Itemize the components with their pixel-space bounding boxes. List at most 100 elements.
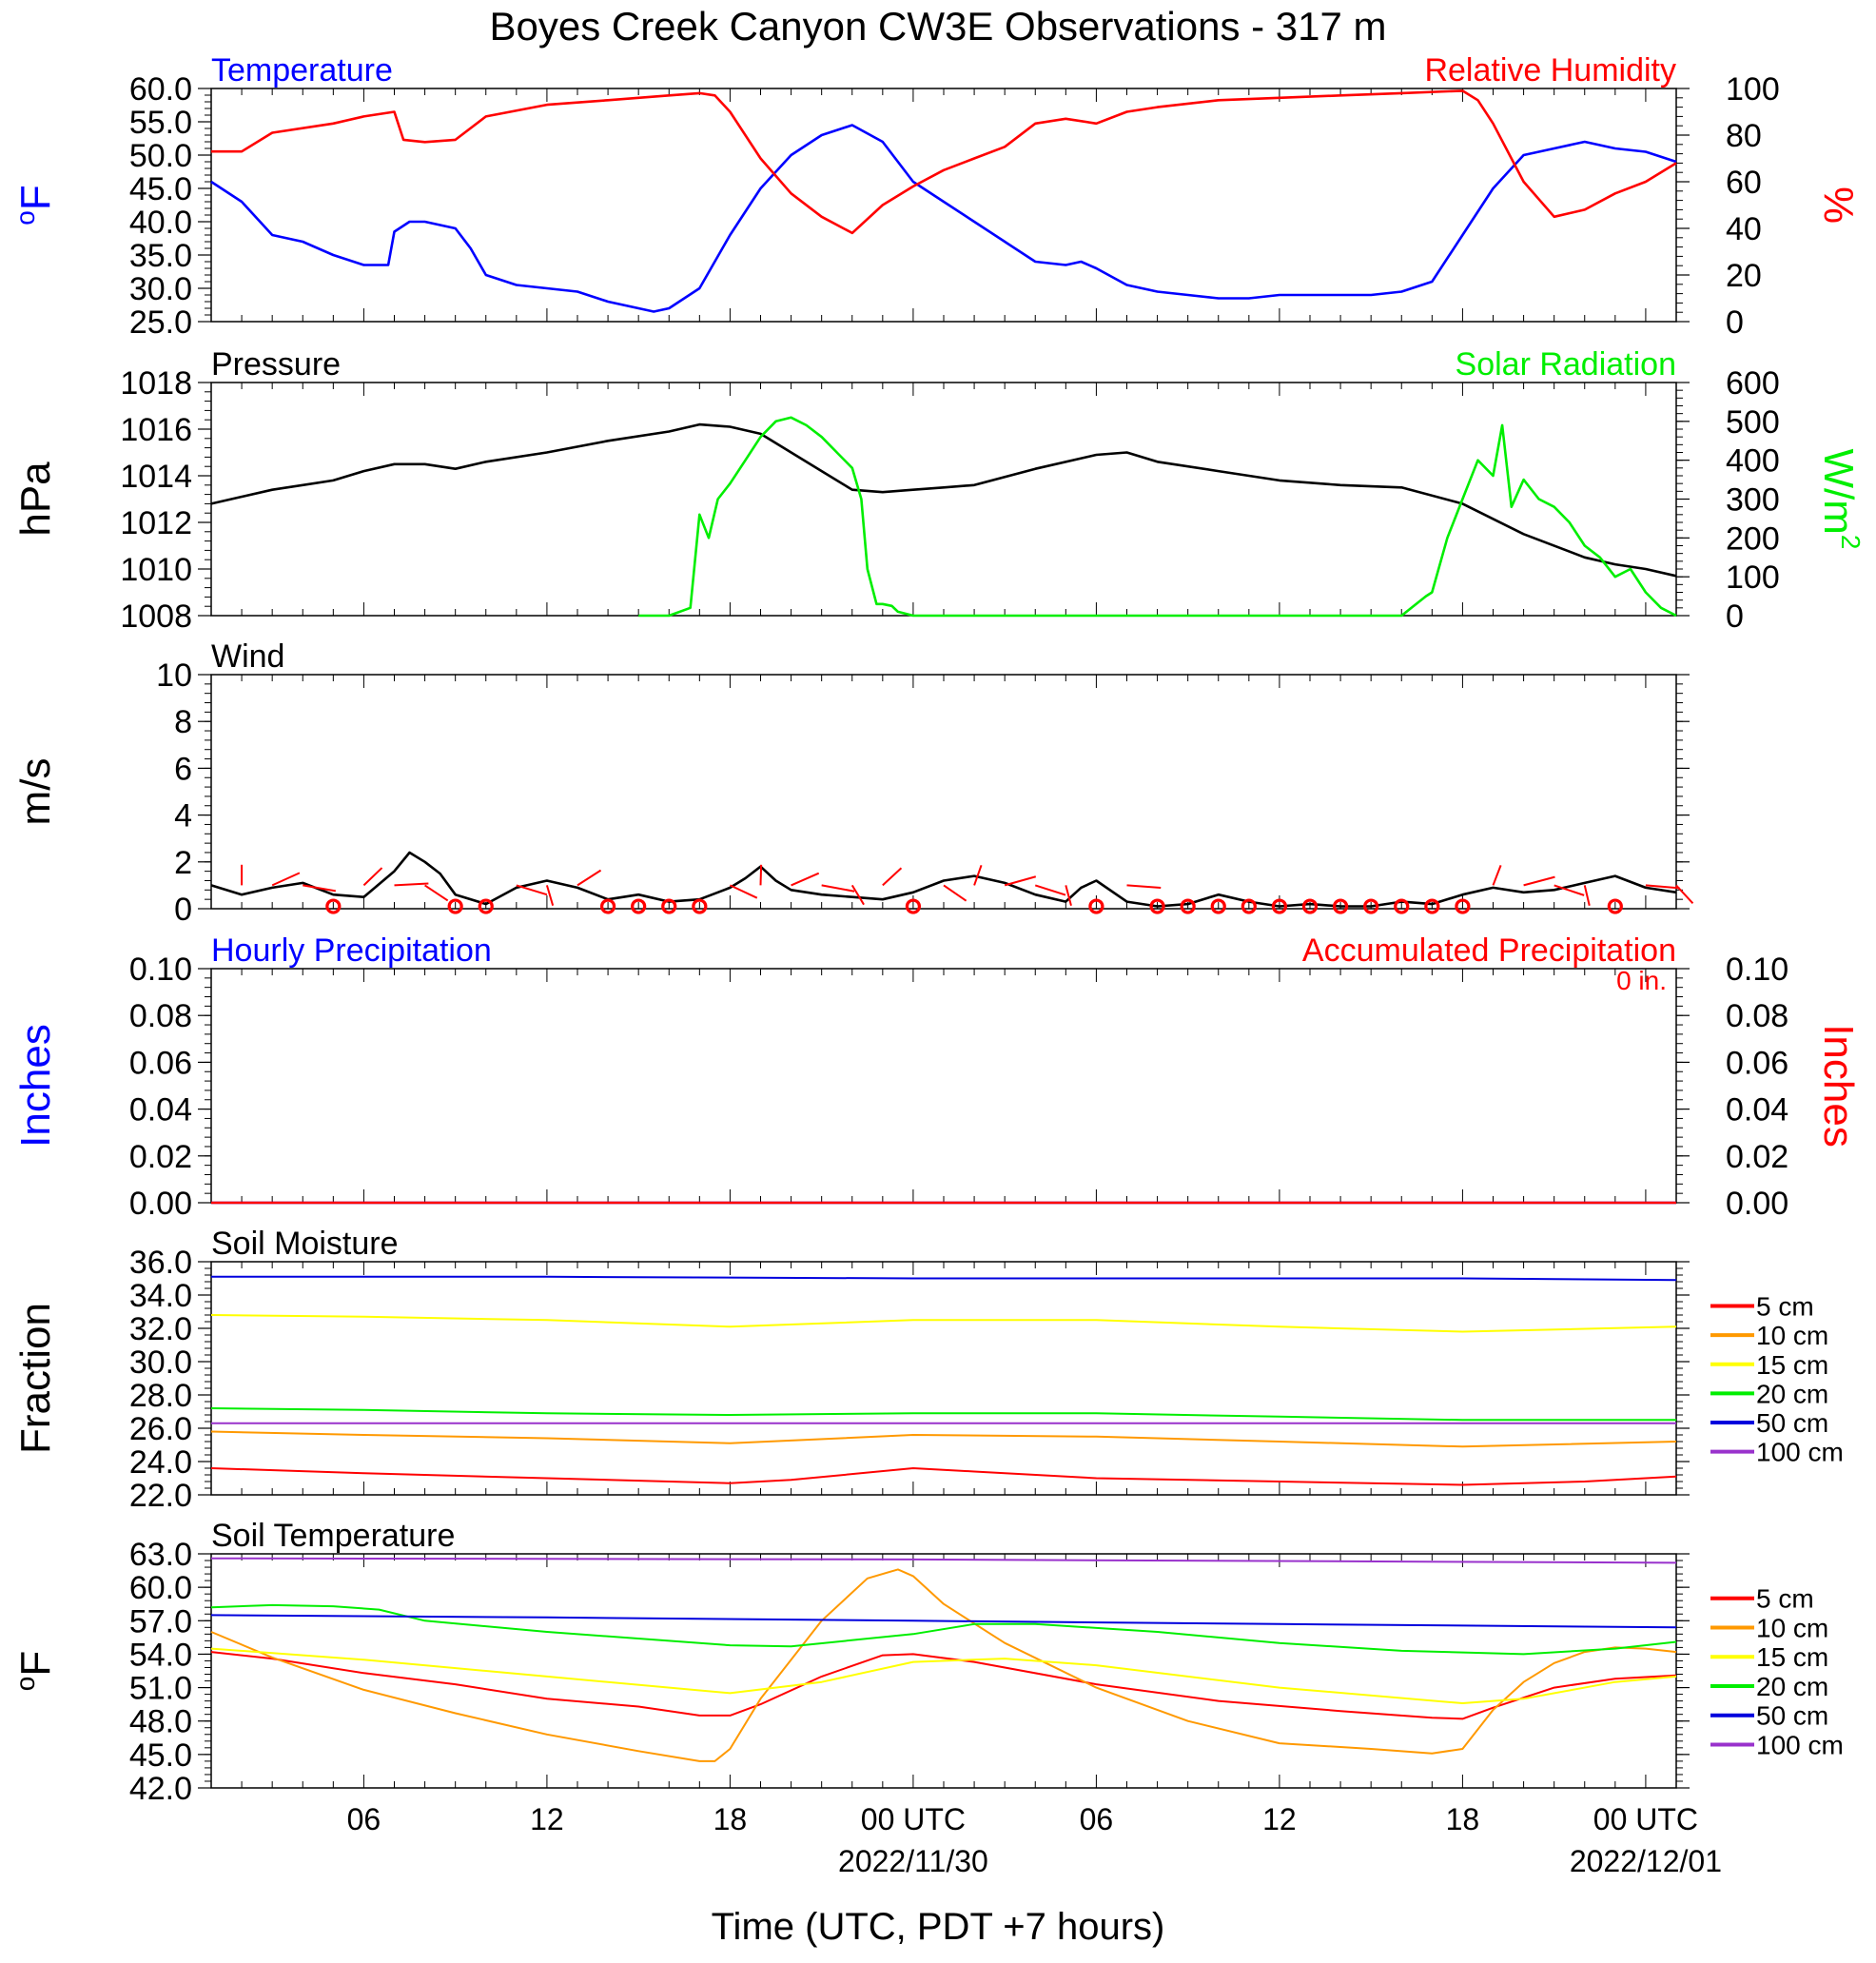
series-line-pressure [210,422,1677,578]
y-left-tick-label: 35.0 [129,238,192,274]
y-left-tick-label: 45.0 [129,1737,192,1774]
calm-wind-marker [1301,898,1319,914]
y-left-tick-label: 60.0 [129,71,192,108]
wind-barb [882,867,903,887]
panel-right-title: Accumulated Precipitation [1302,932,1676,969]
calm-wind-marker [631,898,647,914]
calm-wind-marker [447,898,463,914]
series-line-depth_100 [210,1557,1677,1564]
legend-label: 5 cm [1756,1292,1814,1322]
x-tick-label: 06 [1080,1802,1114,1836]
y-left-tick-label: 32.0 [129,1311,192,1347]
series-line-depth_5 [210,1467,1677,1486]
panel-wind: m/s [12,674,1694,914]
wind-barb [1675,884,1694,904]
x-tick-label: 18 [1446,1802,1480,1836]
y-left-tick-label: 0.02 [129,1139,192,1175]
legend-label: 20 cm [1756,1379,1828,1408]
legend-label: 15 cm [1756,1350,1828,1380]
x-date-label: 2022/11/30 [838,1844,988,1878]
legend-label: 15 cm [1756,1642,1828,1672]
calm-wind-marker [1210,898,1226,914]
series-line-depth_50 [210,1614,1677,1629]
calm-wind-marker [1180,898,1196,914]
wind-barb [271,872,301,887]
calm-wind-marker [661,898,677,914]
wind-barb [850,884,865,906]
series-line-depth_20 [210,1603,1677,1656]
calm-wind-marker [325,898,342,914]
wind-barb [821,884,855,893]
y-left-tick-label: 34.0 [129,1278,192,1314]
y-left-tick-label: 63.0 [129,1537,192,1573]
y-right-tick-label: 0 [1726,304,1744,341]
y-left-tick-label: 55.0 [129,105,192,141]
wind-barb [1523,875,1555,887]
calm-wind-marker [1363,898,1379,914]
wind-barb [973,864,983,886]
series-line-depth_5 [210,1651,1677,1720]
y-left-tick-label: 24.0 [129,1444,192,1481]
wind-barb [362,867,383,887]
y-left-tick-label: 22.0 [129,1478,192,1514]
y-left-axis-label: oF [10,1651,59,1691]
y-left-tick-label: 1016 [120,412,192,448]
y-right-tick-label: 0.10 [1726,952,1788,988]
series-line-depth_10 [210,1568,1677,1762]
y-right-tick-label: 100 [1726,71,1780,108]
y-left-tick-label: 40.0 [129,205,192,241]
y-right-tick-label: 0.06 [1726,1045,1788,1081]
legend-label: 50 cm [1756,1701,1828,1731]
y-left-axis-label: m/s [12,758,59,826]
calm-wind-marker [1241,898,1257,914]
wind-barb [1554,884,1585,896]
y-left-tick-label: 30.0 [129,1345,192,1381]
y-right-tick-label: 0 [1726,599,1744,635]
series-line-depth_15 [210,1647,1677,1704]
unit-exponent: 2 [1836,535,1866,550]
y-left-tick-label: 0.06 [129,1045,192,1081]
y-left-tick-label: 0.08 [129,998,192,1034]
panel-left-title: Temperature [211,52,393,88]
y-right-axis-label: W/m2 [1815,449,1866,550]
calm-wind-marker [1607,898,1623,914]
legend-label: 20 cm [1756,1672,1828,1701]
x-date-label: 2022/12/01 [1570,1844,1722,1878]
y-left-tick-label: 0.04 [129,1092,192,1129]
legend-label: 100 cm [1756,1438,1844,1467]
panel-left-title: Wind [211,638,284,675]
y-right-tick-label: 40 [1726,211,1762,247]
wind-barb [791,872,820,887]
y-left-tick-label: 1010 [120,552,192,588]
y-right-tick-label: 200 [1726,520,1780,557]
wind-barb [943,884,967,902]
x-tick-label: 00 UTC [1593,1802,1698,1836]
y-right-tick-label: 20 [1726,258,1762,294]
calm-wind-marker [1088,898,1104,914]
x-tick-label: 06 [347,1802,381,1836]
y-right-tick-label: 600 [1726,365,1780,402]
series-line-humidity [211,89,1677,235]
wind-barb [1065,885,1072,906]
unit-letter: F [12,1651,59,1677]
x-tick-label: 12 [1262,1802,1297,1836]
y-left-tick-label: 1008 [120,599,192,635]
panel-precipitation: Inches Inches [12,968,1862,1205]
y-left-axis-label: Fraction [12,1303,59,1454]
panel-right-title: Relative Humidity [1424,52,1676,88]
wind-barb [1126,884,1162,890]
calm-wind-marker [599,898,616,914]
y-left-tick-label: 4 [174,798,192,834]
x-tick-label: 12 [530,1802,564,1836]
y-left-tick-label: 0.00 [129,1186,192,1222]
x-tick-label: 18 [713,1802,748,1836]
wind-barb [729,884,758,899]
legend-label: 10 cm [1756,1613,1828,1642]
y-left-axis-label: oF [10,185,59,225]
y-left-tick-label: 51.0 [129,1671,192,1707]
y-left-tick-label: 54.0 [129,1637,192,1673]
panel-left-title: Pressure [211,346,341,383]
panel-left-title: Soil Temperature [211,1518,455,1554]
panel-pressure-solar: hPa W/m2 [12,382,1866,618]
